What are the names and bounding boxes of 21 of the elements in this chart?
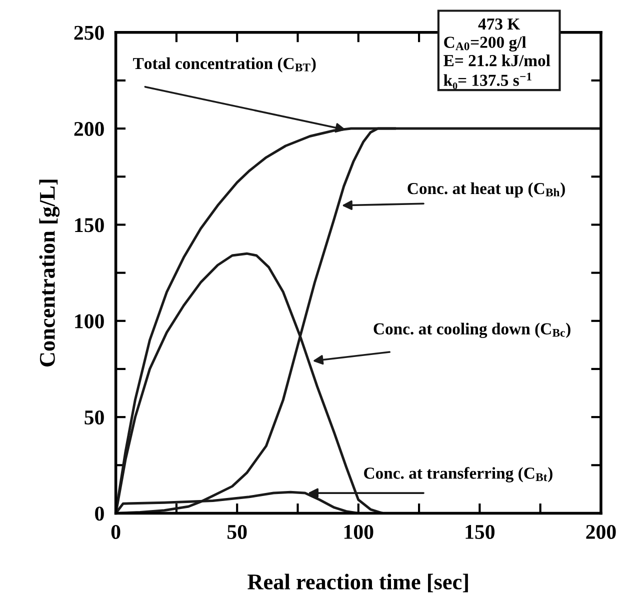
annotation: C$_{A0}$=200 g/l — [444, 36, 526, 52]
y-tick-label: 200 — [74, 122, 104, 136]
x-tick-label: 0 — [111, 524, 120, 540]
annotation: Conc. at cooling down (C$_{Bc}$) — [374, 322, 570, 338]
y-tick-label: 250 — [74, 26, 104, 40]
annotation: Conc. at transferring (C$_{Bt}$) — [364, 466, 552, 482]
y-axis-title: Concentration [g/L] — [39, 180, 60, 366]
y-tick-label: 150 — [75, 218, 104, 232]
x-tick-label: 150 — [466, 524, 495, 540]
annotation: E= 21.2 kJ/mol — [444, 54, 550, 66]
x-tick-label: 100 — [344, 524, 374, 540]
annotation: Conc. at heat up (C$_{Bh}$) — [408, 182, 565, 198]
y-tick-label: 100 — [75, 314, 104, 328]
x-tick-label: 50 — [228, 524, 247, 540]
y-tick-label: 0 — [95, 506, 104, 521]
x-tick-label: 200 — [586, 524, 616, 540]
y-tick-label: 50 — [84, 410, 104, 424]
annotation: k₀= 137.5 s$^{−1}$ — [444, 72, 532, 90]
x-axis-title: Real reaction time [sec] — [248, 574, 468, 592]
annotation: Total concentration (C$_{BT}$) — [133, 57, 316, 73]
text: 473 K — [478, 18, 520, 30]
